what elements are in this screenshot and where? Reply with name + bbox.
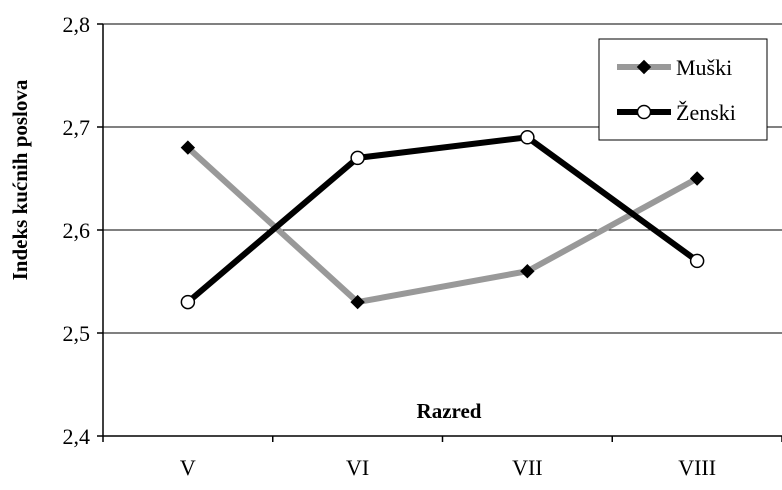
series-1	[180, 140, 705, 310]
y-tick-label: 2,6	[63, 218, 91, 243]
legend-marker	[636, 59, 652, 75]
y-tick-label: 2,8	[63, 12, 91, 37]
data-point	[180, 140, 196, 155]
legend-box	[598, 38, 768, 141]
legend-marker	[636, 104, 652, 120]
data-point	[520, 263, 535, 279]
data-point	[689, 253, 705, 269]
y-tick-labels: 2,4 2,5 2,6 2,7 2,8	[63, 12, 91, 449]
y-tick-label: 2,7	[63, 115, 91, 140]
y-tick-label: 2,4	[63, 424, 91, 449]
legend-entry: Ženski	[617, 100, 736, 125]
x-tick-label: VII	[512, 455, 543, 480]
data-point	[350, 294, 365, 310]
series-line	[184, 134, 701, 306]
x-axis-title: Razred	[417, 399, 482, 423]
legend-entry: Muški	[617, 55, 732, 80]
legend-label: Muški	[676, 55, 732, 80]
x-tick-label: VIII	[678, 455, 716, 480]
data-point	[520, 130, 535, 145]
series-lines	[180, 130, 705, 310]
series-2	[180, 130, 705, 310]
data-point	[689, 171, 705, 186]
y-tick-label: 2,5	[63, 321, 91, 346]
data-point	[350, 150, 365, 166]
series-line	[184, 144, 701, 306]
legend-label: Ženski	[676, 100, 736, 125]
x-tick-label: VI	[346, 455, 369, 480]
data-point	[180, 294, 196, 310]
x-tick-label: V	[180, 455, 196, 480]
x-tick-labels: V VI VII VIII	[102, 436, 782, 480]
legend: Muški Ženski	[598, 38, 768, 141]
y-axis-title: Indeks kućnih poslova	[8, 79, 32, 280]
